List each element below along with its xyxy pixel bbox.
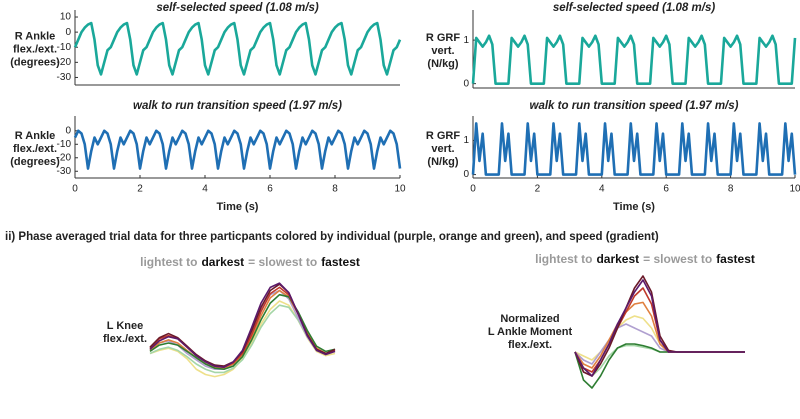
x-tick-label: 4 [599, 184, 605, 195]
panel-title: walk to run transition speed (1.97 m/s) [530, 100, 739, 112]
subtitle: lightest to darkest = slowest to fastest [535, 252, 755, 266]
y-axis-label: R Ankle [15, 130, 56, 142]
x-tick-label: 2 [535, 184, 541, 195]
data-line [149, 293, 336, 371]
y-tick-label: 0 [65, 125, 71, 136]
y-tick-label: 0 [463, 169, 469, 180]
y-axis-label: R GRF [426, 130, 461, 142]
y-axis-label: (degrees) [10, 56, 60, 68]
subtitle-part: fastest [716, 252, 755, 266]
subtitle: lightest to darkest = slowest to fastest [140, 255, 360, 269]
y-axis-label: Normalized [500, 313, 559, 325]
y-tick-label: 1 [463, 35, 469, 46]
y-tick-label: -20 [57, 57, 72, 68]
panel-title: self-selected speed (1.08 m/s) [156, 2, 319, 14]
y-axis-label: R GRF [426, 32, 461, 44]
y-tick-label: -30 [57, 72, 72, 83]
subtitle-part: lightest to [535, 252, 592, 266]
data-line [149, 282, 336, 368]
panel-title: walk to run transition speed (1.97 m/s) [133, 100, 342, 112]
y-axis-label: flex./ext. [13, 43, 57, 55]
y-tick-label: -10 [57, 42, 72, 53]
y-tick-label: 0 [65, 27, 71, 38]
y-axis-label: (N/kg) [427, 58, 459, 70]
subtitle-part: darkest [596, 252, 639, 266]
x-tick-label: 10 [789, 184, 800, 195]
y-tick-label: -20 [57, 152, 72, 163]
x-tick-label: 4 [202, 184, 208, 195]
y-axis-label: (N/kg) [427, 156, 459, 168]
x-tick-label: 8 [332, 184, 338, 195]
subtitle-part: fastest [321, 255, 360, 269]
data-line [574, 343, 745, 389]
x-axis-label: Time (s) [613, 201, 655, 213]
data-line [471, 34, 797, 85]
y-tick-label: -30 [57, 166, 72, 177]
y-axis-label: vert. [431, 143, 454, 155]
x-tick-label: 0 [72, 184, 78, 195]
panel-title: self-selected speed (1.08 m/s) [553, 2, 716, 14]
y-axis-label: (degrees) [10, 156, 60, 168]
subtitle-part: = slowest to [643, 252, 712, 266]
y-axis-label: R Ankle [15, 30, 56, 42]
x-tick-label: 2 [137, 184, 143, 195]
subtitle-part: = slowest to [248, 255, 317, 269]
y-axis-label: flex./ext. [13, 143, 57, 155]
subtitle-part: darkest [201, 255, 244, 269]
x-tick-label: 6 [663, 184, 669, 195]
x-tick-label: 0 [470, 184, 476, 195]
x-tick-label: 6 [267, 184, 273, 195]
data-line [73, 21, 402, 76]
data-line [574, 279, 745, 377]
y-tick-label: -10 [57, 139, 72, 150]
y-axis-label: L Ankle Moment [488, 326, 573, 338]
y-tick-label: 1 [463, 135, 469, 146]
caption: ii) Phase averaged trial data for three … [5, 231, 659, 243]
y-axis-label: vert. [431, 45, 454, 57]
y-tick-label: 10 [60, 12, 72, 23]
x-tick-label: 10 [394, 184, 406, 195]
data-line [471, 122, 797, 176]
x-axis-label: Time (s) [217, 201, 259, 213]
subtitle-part: lightest to [140, 255, 197, 269]
y-tick-label: 0 [463, 78, 469, 89]
data-line [73, 129, 402, 170]
x-tick-label: 8 [728, 184, 734, 195]
y-axis-label: flex./ext. [508, 339, 552, 351]
y-axis-label: L Knee [107, 320, 143, 332]
y-axis-label: flex./ext. [103, 333, 147, 345]
